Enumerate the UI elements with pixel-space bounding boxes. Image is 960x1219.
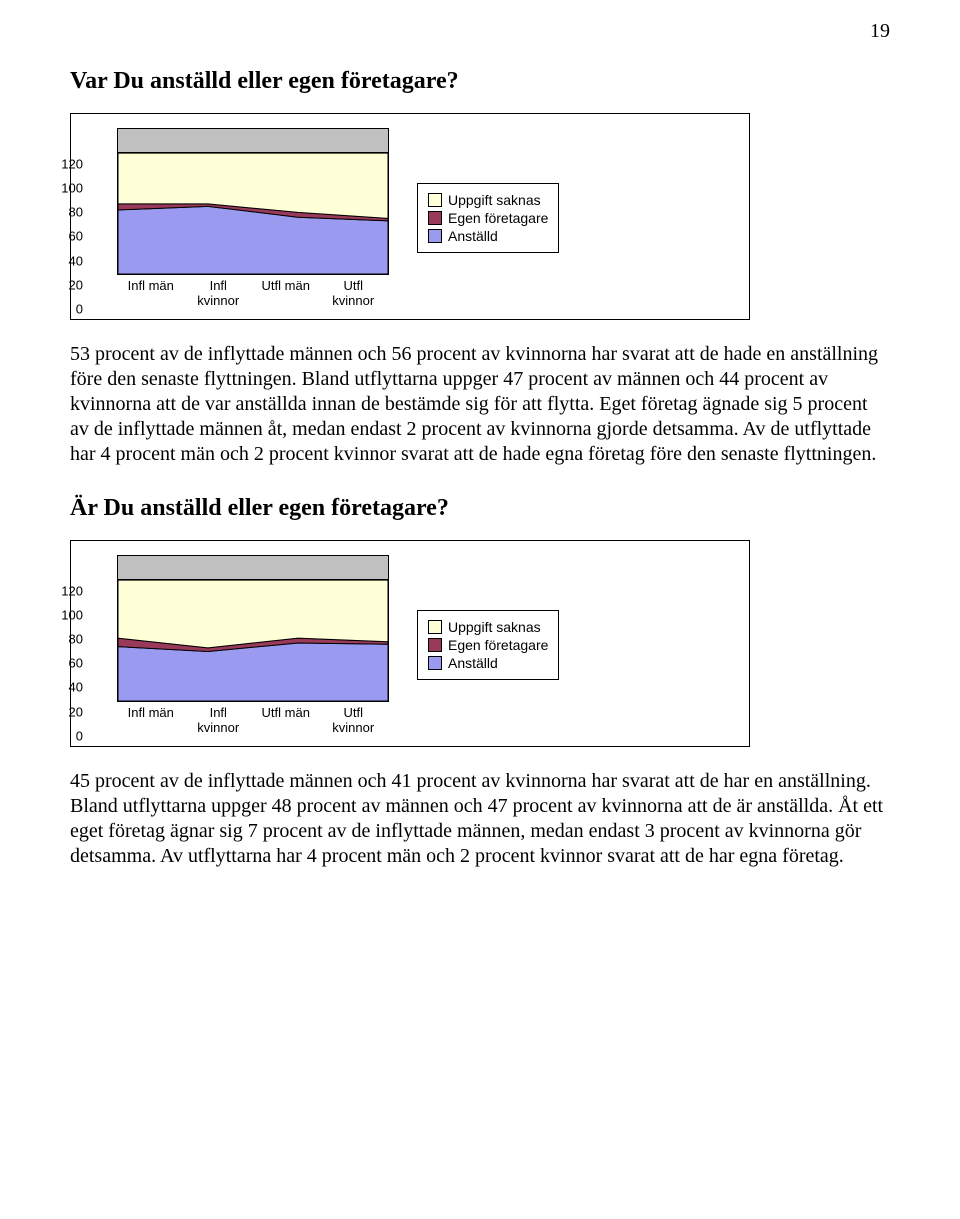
x-tick-label: Infl män [117, 706, 185, 736]
legend-swatch [428, 193, 442, 207]
legend-item: Uppgift saknas [428, 619, 548, 635]
y-tick-label: 60 [69, 229, 83, 244]
chart-2-legend: Uppgift saknas Egen företagare Anställd [417, 610, 559, 680]
y-tick-label: 120 [61, 156, 83, 171]
legend-item: Egen företagare [428, 637, 548, 653]
chart-2-plot: 020406080100120Infl mänInfl kvinnorUtfl … [117, 555, 389, 736]
y-tick-label: 120 [61, 583, 83, 598]
legend-item: Anställd [428, 228, 548, 244]
y-tick-label: 40 [69, 680, 83, 695]
legend-swatch [428, 620, 442, 634]
page-number: 19 [870, 20, 890, 43]
series-anställd [118, 643, 388, 701]
legend-label: Uppgift saknas [448, 619, 541, 635]
x-tick-label: Infl kvinnor [185, 706, 253, 736]
x-tick-label: Utfl kvinnor [320, 279, 388, 309]
paragraph-2: 45 procent av de inflyttade männen och 4… [70, 769, 890, 869]
x-tick-label: Utfl män [252, 279, 320, 309]
plot-area [117, 128, 389, 275]
x-tick-label: Utfl kvinnor [320, 706, 388, 736]
x-axis: Infl mänInfl kvinnorUtfl mänUtfl kvinnor [117, 279, 387, 309]
y-tick-label: 100 [61, 607, 83, 622]
y-tick-label: 0 [76, 301, 83, 316]
chart-1-legend: Uppgift saknas Egen företagare Anställd [417, 183, 559, 253]
legend-swatch [428, 638, 442, 652]
y-tick-label: 100 [61, 181, 83, 196]
legend-item: Egen företagare [428, 210, 548, 226]
heading-1: Var Du anställd eller egen företagare? [70, 68, 890, 95]
y-tick-label: 0 [76, 728, 83, 743]
chart-1-row: 020406080100120Infl mänInfl kvinnorUtfl … [83, 128, 737, 309]
y-tick-label: 80 [69, 205, 83, 220]
legend-label: Anställd [448, 228, 498, 244]
area-svg [118, 129, 388, 274]
chart-1-frame: 020406080100120Infl mänInfl kvinnorUtfl … [70, 113, 750, 320]
x-tick-label: Infl män [117, 279, 185, 309]
legend-label: Egen företagare [448, 210, 548, 226]
area-svg [118, 556, 388, 701]
page: 19 Var Du anställd eller egen företagare… [0, 0, 960, 951]
legend-swatch [428, 211, 442, 225]
legend-label: Uppgift saknas [448, 192, 541, 208]
y-tick-label: 20 [69, 704, 83, 719]
legend-label: Anställd [448, 655, 498, 671]
chart-1-plot: 020406080100120Infl mänInfl kvinnorUtfl … [117, 128, 389, 309]
paragraph-1: 53 procent av de inflyttade männen och 5… [70, 342, 890, 467]
chart-2-frame: 020406080100120Infl mänInfl kvinnorUtfl … [70, 540, 750, 747]
y-tick-label: 20 [69, 277, 83, 292]
legend-item: Anställd [428, 655, 548, 671]
plot-area [117, 555, 389, 702]
legend-swatch [428, 229, 442, 243]
legend-swatch [428, 656, 442, 670]
y-tick-label: 80 [69, 632, 83, 647]
x-axis: Infl mänInfl kvinnorUtfl mänUtfl kvinnor [117, 706, 387, 736]
y-tick-label: 60 [69, 656, 83, 671]
y-tick-label: 40 [69, 253, 83, 268]
legend-item: Uppgift saknas [428, 192, 548, 208]
heading-2: Är Du anställd eller egen företagare? [70, 495, 890, 522]
series-uppgift-saknas [118, 580, 388, 648]
legend-label: Egen företagare [448, 637, 548, 653]
chart-2-row: 020406080100120Infl mänInfl kvinnorUtfl … [83, 555, 737, 736]
x-tick-label: Utfl män [252, 706, 320, 736]
x-tick-label: Infl kvinnor [185, 279, 253, 309]
